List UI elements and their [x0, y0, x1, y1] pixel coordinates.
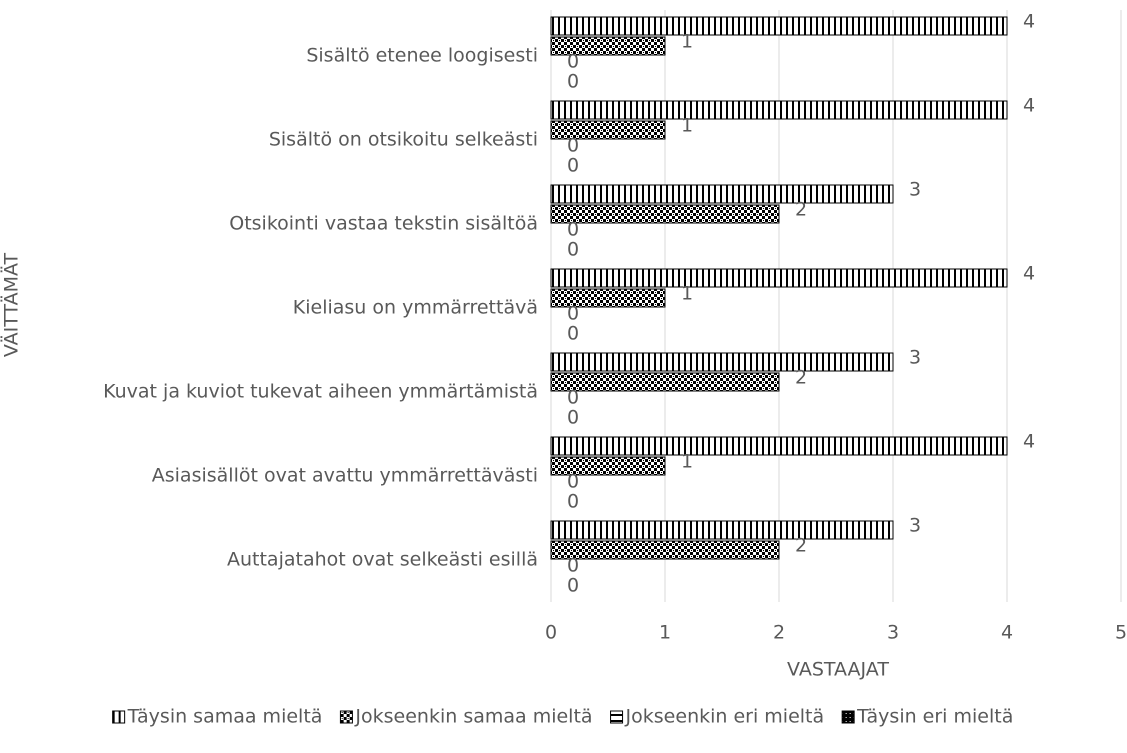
value-label: 1 [681, 115, 693, 137]
value-label: 0 [567, 407, 579, 429]
value-label: 0 [567, 491, 579, 513]
y-axis-title: VÄITTÄMÄT [0, 252, 23, 357]
value-label: 0 [567, 71, 579, 93]
legend-swatch [841, 710, 855, 724]
x-tick-label: 4 [1001, 622, 1013, 644]
legend-swatch [339, 710, 353, 724]
value-label: 2 [795, 535, 807, 557]
value-label: 3 [909, 347, 921, 369]
legend-label: Täysin eri mieltä [856, 706, 1013, 728]
value-label: 3 [909, 179, 921, 201]
bar [550, 372, 780, 392]
value-label: 4 [1023, 263, 1035, 285]
x-tick-label: 0 [545, 622, 557, 644]
value-label: 2 [795, 367, 807, 389]
value-label: 3 [909, 515, 921, 537]
value-label: 0 [567, 323, 579, 345]
bar [550, 204, 780, 224]
value-label: 4 [1023, 431, 1035, 453]
value-label: 0 [567, 219, 579, 241]
bar [550, 120, 666, 140]
value-label: 0 [567, 51, 579, 73]
value-label: 0 [567, 555, 579, 577]
y-tick-label: Sisältö etenee loogisesti [306, 45, 538, 67]
value-label: 4 [1023, 11, 1035, 33]
legend-label: Jokseenkin eri mieltä [625, 706, 825, 728]
y-tick-label: Otsikointi vastaa tekstin sisältöä [229, 213, 538, 235]
bar [550, 100, 1008, 120]
x-tick-label: 3 [887, 622, 899, 644]
value-label: 0 [567, 135, 579, 157]
x-tick-label: 1 [659, 622, 671, 644]
value-label: 0 [567, 471, 579, 493]
bar [550, 456, 666, 476]
legend-label: Jokseenkin samaa mieltä [354, 706, 592, 728]
value-label: 2 [795, 199, 807, 221]
y-tick-label: Sisältö on otsikoitu selkeästi [269, 129, 538, 151]
bar [550, 36, 666, 56]
y-tick-label: Kieliasu on ymmärrettävä [293, 297, 538, 319]
bar [550, 16, 1008, 36]
value-label: 0 [567, 387, 579, 409]
value-label: 0 [567, 303, 579, 325]
value-label: 0 [567, 239, 579, 261]
value-label: 0 [567, 575, 579, 597]
y-tick-label: Kuvat ja kuviot tukevat aiheen ymmärtämi… [103, 381, 538, 403]
value-label: 1 [681, 451, 693, 473]
x-tick-label: 5 [1115, 622, 1127, 644]
bar [550, 540, 780, 560]
bar [550, 268, 1008, 288]
legend-swatch [112, 710, 126, 724]
x-axis-title: VASTAAJAT [787, 659, 889, 681]
bar [550, 520, 894, 540]
value-label: 0 [567, 155, 579, 177]
legend-label: Täysin samaa mieltä [127, 706, 323, 728]
value-label: 1 [681, 283, 693, 305]
y-tick-label: Auttajatahot ovat selkeästi esillä [227, 549, 538, 571]
bar [550, 288, 666, 308]
legend: Täysin samaa mieltä Jokseenkin samaa miel… [112, 706, 1013, 728]
legend-swatch [610, 710, 624, 724]
value-label: 4 [1023, 95, 1035, 117]
bar [550, 352, 894, 372]
x-tick-label: 2 [773, 622, 785, 644]
y-tick-label: Asiasisällöt ovat avattu ymmärrettävästi [152, 465, 538, 487]
bar [550, 436, 1008, 456]
bar [550, 184, 894, 204]
value-label: 1 [681, 31, 693, 53]
